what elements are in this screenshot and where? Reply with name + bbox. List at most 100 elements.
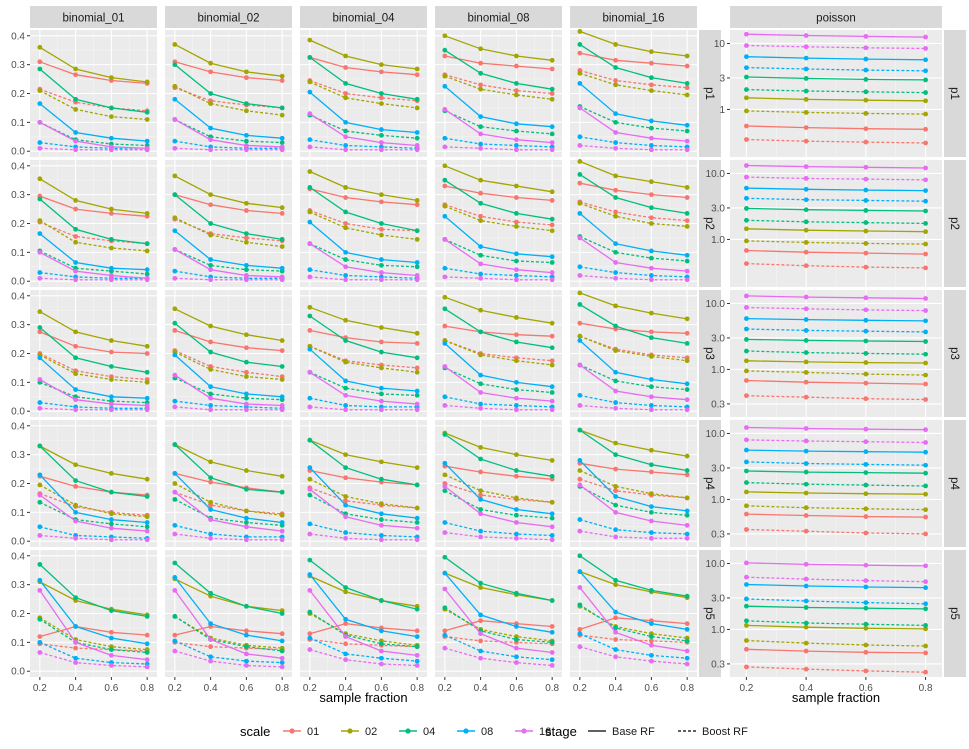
data-point-16-boost — [307, 404, 313, 410]
data-point-16-base — [208, 395, 214, 401]
x-tick-label: 0.6 — [644, 683, 658, 694]
data-point-04-boost — [378, 391, 384, 397]
data-point-04-base — [208, 475, 214, 481]
series-line-01-base — [174, 329, 283, 352]
data-point-04-boost — [414, 264, 420, 270]
data-point-02-boost — [549, 362, 555, 368]
data-point-04-base — [243, 486, 249, 492]
data-point-16-boost — [279, 664, 285, 670]
data-point-08-base — [144, 520, 150, 525]
data-point-08-boost — [803, 461, 809, 466]
data-point-16-base — [73, 268, 79, 274]
series-line-02-boost — [579, 202, 688, 228]
data-point-08-base — [744, 316, 749, 321]
data-point-02-boost — [803, 240, 809, 245]
series-line-04-boost — [39, 250, 148, 275]
data-point-16-base — [684, 268, 690, 274]
data-point-08-boost — [613, 400, 619, 405]
data-point-04-boost — [803, 620, 809, 626]
series-line-08-boost — [444, 521, 553, 537]
legend-label-stage-base: Base RF — [612, 726, 655, 738]
data-point-04-base — [577, 553, 583, 559]
data-point-04-boost — [549, 515, 555, 521]
data-point-08-base — [208, 384, 214, 390]
panel-binomial_01-p3: 0.0 0.1 0.2 0.3 0.4 — [11, 290, 157, 418]
data-point-04-boost — [863, 220, 869, 225]
data-point-04-base — [144, 369, 150, 375]
data-point-01-base — [108, 210, 114, 216]
data-point-02-boost — [73, 239, 79, 245]
data-point-08-base — [172, 352, 178, 358]
data-point-16-base — [648, 518, 654, 524]
data-point-08-base — [343, 249, 349, 255]
series-line-04-boost — [39, 381, 148, 404]
data-point-04-base — [144, 241, 150, 247]
data-point-01-boost — [923, 397, 928, 402]
data-point-16-boost — [613, 654, 619, 660]
data-point-02-boost — [513, 358, 519, 364]
panel-binomial_01-p4: 0.0 0.1 0.2 0.3 0.4 — [11, 420, 157, 548]
panel-binomial_08-p2 — [435, 160, 562, 287]
data-point-02-boost — [863, 506, 869, 512]
data-point-02-base — [613, 582, 619, 588]
data-point-16-boost — [73, 407, 79, 413]
series-line-16-base — [579, 587, 688, 652]
data-point-04-base — [613, 323, 619, 329]
data-point-08-base — [243, 632, 249, 638]
data-point-01-base — [549, 624, 555, 629]
y-tick-label: 3.0 — [711, 203, 725, 214]
series-line-02-base — [746, 624, 926, 630]
series-line-16-base — [579, 484, 688, 527]
row-strip-label: p2 — [703, 217, 715, 230]
data-point-08-base — [863, 187, 869, 193]
data-point-02-boost — [172, 83, 178, 89]
data-point-08-base — [108, 265, 114, 271]
data-point-01-boost — [478, 213, 484, 219]
data-point-04-boost — [803, 88, 809, 94]
data-point-04-boost — [684, 387, 690, 392]
data-point-04-boost — [684, 258, 690, 264]
data-point-04-base — [307, 557, 313, 563]
data-point-02-base — [108, 206, 114, 212]
panel-binomial_08-p1 — [435, 30, 562, 157]
data-point-04-base — [307, 185, 313, 190]
data-point-16-base — [307, 111, 313, 117]
data-point-02-boost — [343, 225, 349, 231]
data-point-16-base — [549, 398, 555, 404]
series-line-08-boost — [579, 266, 688, 278]
data-point-04-boost — [744, 217, 749, 223]
series-line-16-boost — [579, 404, 688, 411]
data-point-16-boost — [803, 176, 809, 181]
series-line-01-boost — [174, 218, 283, 242]
panel-binomial_16-p1: p1 — [570, 29, 721, 157]
data-point-16-base — [577, 362, 583, 368]
data-point-04-base — [744, 337, 749, 342]
data-point-16-base — [442, 483, 448, 489]
data-point-16-boost — [307, 647, 313, 652]
series-line-01-base — [746, 125, 926, 130]
data-point-02-boost — [923, 643, 928, 649]
data-point-04-boost — [478, 124, 484, 130]
panel-poisson-p2: 1.0 3.0 10.0 p2 — [706, 160, 966, 287]
data-point-08-boost — [577, 517, 583, 522]
data-point-01-base — [279, 631, 285, 637]
data-point-02-base — [414, 330, 420, 336]
data-point-02-boost — [144, 248, 150, 254]
data-point-02-boost — [549, 228, 555, 234]
data-point-02-boost — [803, 640, 809, 646]
data-point-16-base — [863, 562, 869, 568]
series-line-04-base — [174, 64, 283, 109]
data-point-02-boost — [684, 358, 690, 364]
data-point-04-boost — [378, 262, 384, 268]
data-point-08-boost — [37, 639, 43, 645]
data-point-04-boost — [923, 90, 928, 95]
data-point-16-boost — [307, 274, 313, 280]
data-point-02-base — [744, 623, 749, 628]
data-point-01-base — [613, 466, 619, 472]
y-tick-label: 10.0 — [706, 299, 726, 310]
data-point-01-base — [923, 126, 928, 132]
panel-binomial_01-p5: 0.0 0.1 0.2 0.3 0.4 0.2 0.4 0.6 0.8 — [11, 550, 157, 694]
data-point-04-boost — [803, 350, 809, 355]
data-point-16-base — [243, 524, 249, 530]
data-point-04-boost — [208, 262, 214, 268]
